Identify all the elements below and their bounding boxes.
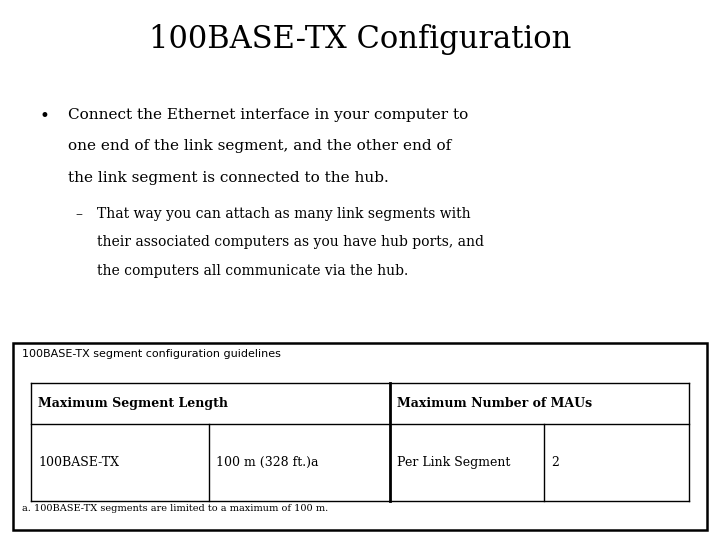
Text: one end of the link segment, and the other end of: one end of the link segment, and the oth… xyxy=(68,139,451,153)
Text: •: • xyxy=(40,108,50,125)
Text: Maximum Segment Length: Maximum Segment Length xyxy=(38,397,228,410)
Text: 100BASE-TX segment configuration guidelines: 100BASE-TX segment configuration guideli… xyxy=(22,349,281,360)
Text: a. 100BASE-TX segments are limited to a maximum of 100 m.: a. 100BASE-TX segments are limited to a … xyxy=(22,504,328,514)
Text: 100BASE-TX: 100BASE-TX xyxy=(38,456,120,469)
Text: That way you can attach as many link segments with: That way you can attach as many link seg… xyxy=(97,207,471,221)
Text: Connect the Ethernet interface in your computer to: Connect the Ethernet interface in your c… xyxy=(68,108,469,122)
Text: 2: 2 xyxy=(552,456,559,469)
Text: 100 m (328 ft.)a: 100 m (328 ft.)a xyxy=(216,456,318,469)
Text: their associated computers as you have hub ports, and: their associated computers as you have h… xyxy=(97,235,484,249)
FancyBboxPatch shape xyxy=(13,343,707,530)
Text: the link segment is connected to the hub.: the link segment is connected to the hub… xyxy=(68,171,389,185)
Text: –: – xyxy=(76,207,83,221)
Text: the computers all communicate via the hub.: the computers all communicate via the hu… xyxy=(97,264,408,278)
Text: Maximum Number of MAUs: Maximum Number of MAUs xyxy=(397,397,592,410)
Text: 100BASE-TX Configuration: 100BASE-TX Configuration xyxy=(149,24,571,55)
Text: Per Link Segment: Per Link Segment xyxy=(397,456,510,469)
